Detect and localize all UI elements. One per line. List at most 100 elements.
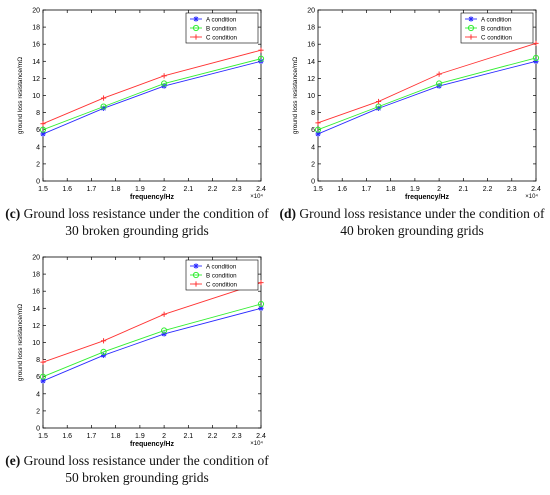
y-tick-label: 4 [36, 144, 40, 151]
legend-label: A condition [206, 263, 237, 270]
legend-label: B condition [206, 25, 237, 32]
data-point-d2 [315, 131, 321, 137]
y-tick-label: 2 [311, 161, 315, 168]
y-axis-label: ground loss resistance/mΩ [292, 57, 299, 134]
data-point [161, 73, 167, 79]
legend: A condition B condition C condition [460, 12, 534, 44]
data-point [161, 311, 167, 317]
x-tick-label: 2 [162, 433, 166, 440]
x-tick-label: 1.9 [135, 186, 145, 193]
legend-label: C condition [481, 34, 513, 41]
panel-c: 1.5 1.6 1.7 1.8 1.9 2 2.1 2.2 2.3 2.4 0 2 4 6 8 10 12 14 1… [0, 0, 275, 250]
x-tick-label: 1.9 [135, 433, 145, 440]
y-tick-label: 10 [307, 93, 315, 100]
y-tick-label: 18 [32, 25, 40, 32]
y-tick-label: 6 [311, 127, 315, 134]
series-line [317, 57, 537, 131]
x-axis-ticks: 1.5 1.6 1.7 1.8 1.9 2 2.1 2.2 2.3 2.4 [38, 257, 266, 440]
data-point [100, 103, 107, 110]
data-point-d2 [258, 305, 264, 311]
chart-e: 1.5 1.6 1.7 1.8 1.9 2 2.1 2.2 2.3 2.4024681012141… [17, 255, 266, 449]
y-tick-label: 0 [36, 179, 40, 186]
y-tick-label: 8 [311, 110, 315, 117]
data-point [315, 120, 321, 126]
x-tick-label: 2.4 [256, 433, 266, 440]
data-point [257, 300, 265, 308]
x-tick-label: 2.1 [183, 433, 193, 440]
y-tick-label: 2 [36, 161, 40, 168]
legend-label: B condition [206, 272, 237, 279]
y-tick-label: 20 [307, 8, 315, 15]
y-tick-label: 20 [32, 8, 40, 15]
data-point-d2 [40, 378, 46, 384]
x-tick-label: 1.5 [38, 186, 48, 193]
x-axis-exponent: ×10⁴ [250, 193, 263, 200]
data-point [39, 373, 47, 380]
series-C [40, 280, 264, 365]
panel-d: 1.5 1.6 1.7 1.8 1.9 2 2.1 2.2 2.3 2.4 0 2 4 6 8 10 12 14 1… [275, 0, 550, 250]
series-C [315, 40, 539, 126]
x-tick-label: 2.1 [458, 186, 468, 193]
y-tick-label: 18 [32, 272, 40, 279]
data-point [39, 126, 47, 133]
series-line [42, 58, 262, 131]
series-line [317, 60, 537, 135]
data-point-d2 [101, 106, 106, 111]
x-tick-label: 1.8 [386, 186, 396, 193]
legend-marker [193, 263, 199, 269]
series-line [42, 282, 262, 363]
x-tick-label: 2 [162, 186, 166, 193]
legend-marker [467, 24, 475, 32]
x-tick-label: 1.8 [111, 433, 121, 440]
x-tick-label: 2.3 [232, 186, 242, 193]
data-point [258, 280, 264, 286]
caption-d: (d) Ground loss resistance under the con… [277, 205, 547, 239]
legend-marker-d2 [193, 16, 199, 22]
caption-text: Ground loss resistance under the conditi… [23, 206, 269, 238]
data-point [257, 55, 265, 62]
data-point [161, 80, 168, 87]
data-point [40, 359, 46, 365]
legend-label: C condition [206, 34, 238, 41]
legend-marker [192, 24, 200, 32]
legend: A condition B condition C condition [185, 12, 259, 44]
data-point [40, 121, 46, 127]
x-tick-label: 1.8 [111, 186, 121, 193]
panel-e: 1.5 1.6 1.7 1.8 1.9 2 2.1 2.2 2.3 2.4 0 2 4 6 8 10 12 14 1… [0, 247, 275, 495]
series-B [39, 300, 265, 380]
chart-c: 1.5 1.6 1.7 1.8 1.9 2 2.1 2.2 2.3 2.4024681012141… [17, 8, 266, 202]
legend-marker-d2 [468, 16, 474, 22]
y-tick-label: 0 [36, 426, 40, 433]
x-tick-label: 1.7 [362, 186, 372, 193]
x-tick-label: 2.3 [507, 186, 517, 193]
y-tick-label: 0 [311, 179, 315, 186]
y-tick-label: 2 [36, 408, 40, 415]
x-tick-label: 2.4 [256, 186, 266, 193]
chart-d: 1.5 1.6 1.7 1.8 1.9 2 2.1 2.2 2.3 2.4024681012141… [292, 8, 541, 202]
data-point [314, 126, 322, 133]
caption-tag: (d) [279, 206, 296, 221]
data-point [533, 40, 539, 46]
data-point [161, 327, 168, 334]
caption-c: (c) Ground loss resistance under the con… [2, 205, 272, 239]
y-axis-label: ground loss resistance/mΩ [17, 57, 24, 134]
y-tick-label: 16 [307, 42, 315, 49]
legend-marker [193, 34, 199, 40]
data-point [100, 338, 107, 344]
x-tick-label: 1.9 [410, 186, 420, 193]
legend-marker [468, 34, 474, 40]
y-tick-label: 6 [36, 374, 40, 381]
series-B [39, 55, 265, 133]
x-tick-label: 2 [437, 186, 441, 193]
x-axis-label: frequency/Hz [405, 194, 449, 201]
y-tick-label: 16 [32, 289, 40, 296]
legend-marker [193, 281, 199, 287]
y-tick-label: 8 [36, 357, 40, 364]
legend-label: A condition [206, 16, 237, 23]
data-point [375, 98, 382, 105]
x-tick-label: 2.4 [531, 186, 541, 193]
caption-tag: (c) [5, 206, 21, 221]
x-tick-label: 1.6 [62, 433, 72, 440]
x-axis-label: frequency/Hz [130, 441, 174, 448]
data-point [100, 95, 107, 101]
